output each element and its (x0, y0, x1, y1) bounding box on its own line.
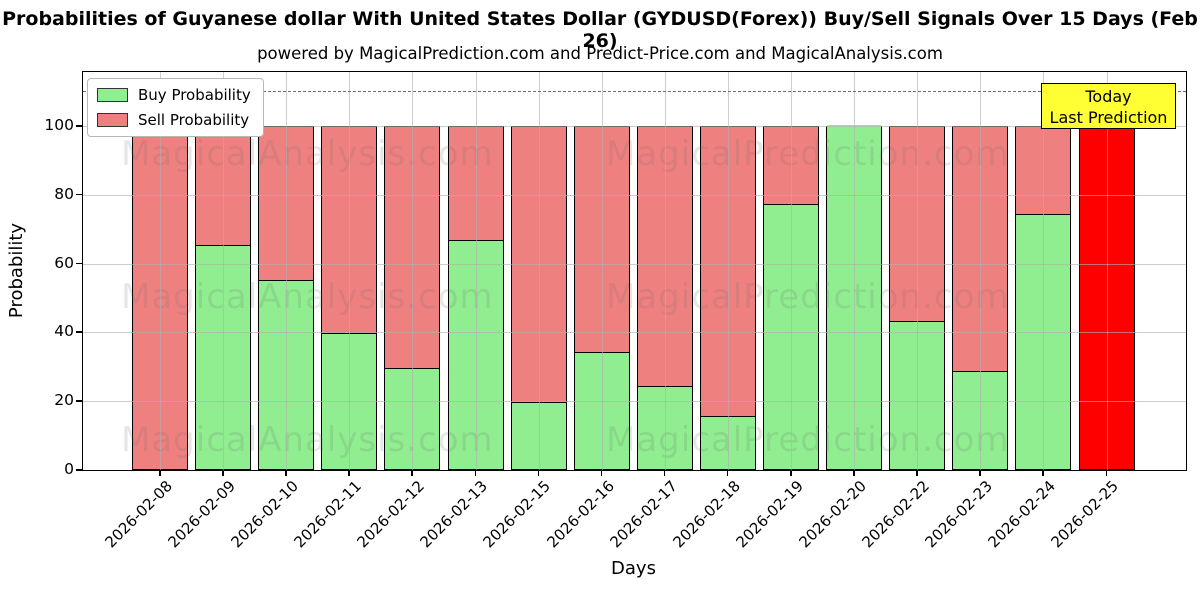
x-tick-mark (726, 471, 729, 476)
v-gridline (727, 72, 729, 470)
legend-label-sell: Sell Probability (138, 111, 250, 129)
x-tick-mark (790, 471, 792, 476)
watermark-text: MagicalPrediction.com (606, 420, 1010, 460)
x-tick-label: 2026-02-09 (164, 477, 239, 552)
x-tick-label: 2026-02-12 (353, 477, 429, 552)
h-gridline (83, 332, 1186, 334)
x-tick-mark (663, 471, 666, 476)
y-tick-label: 100 (44, 116, 74, 134)
v-gridline (349, 72, 351, 470)
y-tick-label: 80 (54, 184, 74, 203)
legend-item-sell: Sell Probability (97, 111, 251, 129)
x-tick-label: 2026-02-18 (669, 477, 744, 552)
x-tick-label: 2026-02-23 (921, 477, 997, 552)
x-tick-mark (537, 471, 540, 476)
v-gridline (223, 72, 225, 470)
y-tick-mark (76, 125, 82, 127)
h-gridline (83, 401, 1186, 403)
legend-swatch-sell-icon (97, 113, 128, 127)
watermark-text: MagicalAnalysis.com (121, 420, 494, 460)
x-tick-mark (916, 471, 918, 476)
y-tick-label: 0 (64, 460, 74, 478)
x-tick-label: 2026-02-11 (290, 477, 366, 552)
x-tick-label: 2026-02-16 (543, 477, 618, 552)
x-tick-mark (1105, 471, 1107, 476)
chart-subtitle: powered by MagicalPrediction.com and Pre… (257, 44, 943, 63)
x-axis-label: Days (611, 558, 656, 579)
watermark-text: MagicalPrediction.com (606, 277, 1010, 317)
v-gridline (980, 72, 982, 470)
x-tick-mark (285, 471, 287, 476)
y-tick-label: 60 (54, 253, 74, 272)
x-tick-mark (222, 471, 224, 476)
watermark-text: MagicalPrediction.com (606, 134, 1010, 174)
y-tick-mark (76, 400, 82, 402)
x-tick-label: 2026-02-25 (1047, 477, 1123, 552)
today-annotation-line2: Last Prediction (1049, 108, 1168, 127)
legend-label-buy: Buy Probability (138, 86, 251, 104)
v-gridline (664, 72, 666, 470)
y-tick-label: 20 (54, 391, 74, 410)
today-annotation-box: Today Last Prediction (1041, 83, 1176, 129)
v-gridline (160, 72, 161, 470)
x-tick-mark (159, 471, 161, 476)
y-tick-mark (76, 193, 82, 196)
x-tick-label: 2026-02-15 (479, 477, 555, 552)
watermark-text: MagicalAnalysis.com (121, 134, 494, 174)
v-gridline (601, 72, 603, 470)
x-tick-label: 2026-02-20 (795, 477, 870, 552)
x-tick-mark (1042, 471, 1044, 476)
y-tick-mark (76, 331, 82, 333)
v-gridline (917, 72, 919, 470)
v-gridline (854, 72, 856, 470)
v-gridline (791, 72, 792, 470)
v-gridline (1043, 72, 1045, 470)
y-tick-label: 40 (54, 322, 74, 341)
v-gridline (412, 72, 414, 470)
x-tick-label: 2026-02-13 (416, 477, 492, 552)
y-tick-mark (76, 262, 82, 265)
h-gridline (83, 194, 1186, 196)
watermark-text: MagicalAnalysis.com (121, 277, 494, 317)
x-tick-mark (979, 471, 981, 476)
plot-area: MagicalAnalysis.com MagicalPrediction.co… (82, 71, 1187, 471)
x-tick-mark (411, 471, 413, 476)
legend-item-buy: Buy Probability (97, 86, 251, 104)
x-tick-label: 2026-02-22 (858, 477, 933, 552)
h-gridline (83, 126, 1186, 127)
h-gridline (83, 263, 1186, 265)
v-gridline (475, 72, 477, 470)
x-tick-label: 2026-02-24 (984, 477, 1060, 552)
chart-title: Probabilities of Guyanese dollar With Un… (2, 8, 1198, 52)
x-tick-label: 2026-02-19 (732, 477, 807, 552)
today-annotation-line1: Today (1085, 87, 1132, 106)
v-gridline (1106, 72, 1108, 470)
legend-swatch-buy-icon (97, 88, 128, 102)
x-tick-label: 2026-02-08 (101, 477, 176, 552)
v-gridline (538, 72, 540, 470)
x-tick-mark (348, 471, 350, 476)
x-tick-mark (474, 471, 476, 476)
threshold-dashed-line (83, 91, 1186, 92)
v-gridline (286, 72, 288, 470)
x-tick-mark (600, 471, 603, 476)
x-tick-mark (853, 471, 855, 476)
x-tick-label: 2026-02-10 (227, 477, 302, 552)
legend: Buy Probability Sell Probability (87, 78, 264, 137)
y-tick-mark (76, 469, 82, 471)
